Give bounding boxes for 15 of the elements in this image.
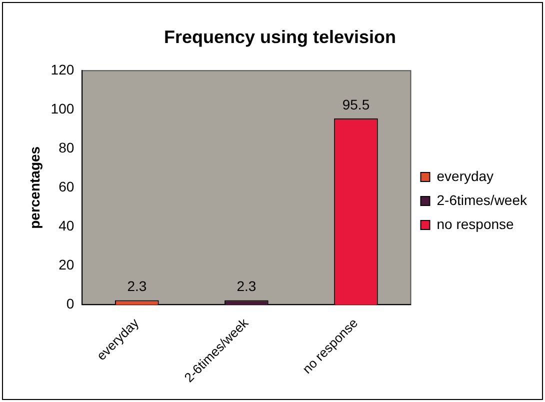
data-label: 95.5	[342, 96, 370, 112]
legend-label: no response	[436, 216, 514, 232]
data-label: 2.3	[236, 278, 256, 294]
legend-label: 2-6times/week	[436, 192, 528, 208]
data-label: 2.3	[127, 278, 147, 294]
y-tick-label: 0	[66, 296, 74, 312]
y-tick-label: 100	[50, 100, 74, 116]
y-tick-label: 80	[58, 139, 74, 156]
y-tick-label: 60	[58, 178, 74, 195]
chart-title: Frequency using television	[164, 26, 396, 47]
y-tick-label: 20	[58, 256, 74, 273]
y-axis-title: percentages	[26, 146, 42, 229]
legend-label: everyday	[436, 168, 494, 184]
y-tick-label: 120	[50, 61, 74, 78]
y-tick-label: 40	[58, 218, 74, 234]
